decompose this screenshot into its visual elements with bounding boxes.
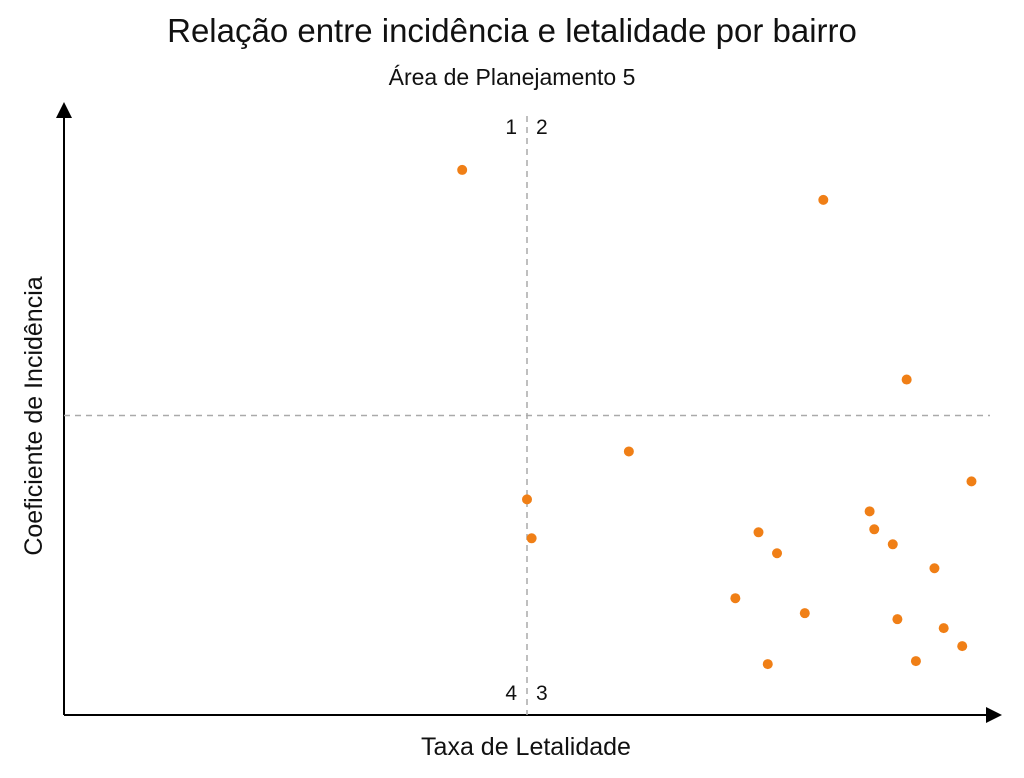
data-point — [957, 641, 968, 652]
data-point — [818, 194, 829, 205]
x-axis-arrow — [986, 707, 1002, 723]
data-point — [623, 446, 634, 457]
data-point — [799, 608, 810, 619]
chart-subtitle: Área de Planejamento 5 — [388, 64, 636, 90]
data-point — [938, 623, 949, 634]
data-point — [526, 533, 537, 544]
chart-title: Relação entre incidência e letalidade po… — [167, 12, 857, 49]
data-point — [730, 593, 741, 604]
data-points — [457, 164, 977, 670]
data-point — [901, 374, 912, 385]
x-axis-label: Taxa de Letalidade — [421, 733, 631, 761]
data-point — [966, 476, 977, 487]
quadrant-label-2: 2 — [536, 116, 548, 139]
data-point — [892, 614, 903, 625]
data-point — [772, 548, 783, 559]
y-axis-arrow — [56, 102, 72, 118]
data-point — [887, 539, 898, 550]
quadrant-label-1: 1 — [505, 116, 517, 139]
data-point — [910, 656, 921, 667]
quadrant-label-3: 3 — [536, 682, 548, 705]
data-point — [753, 527, 764, 538]
data-point — [522, 494, 532, 505]
data-point — [864, 506, 875, 517]
data-point — [457, 164, 468, 175]
data-point — [929, 563, 940, 574]
quadrant-label-4: 4 — [505, 682, 517, 705]
data-point — [762, 659, 773, 670]
y-axis-label: Coeficiente de Incidência — [20, 276, 48, 555]
data-point — [869, 524, 880, 535]
